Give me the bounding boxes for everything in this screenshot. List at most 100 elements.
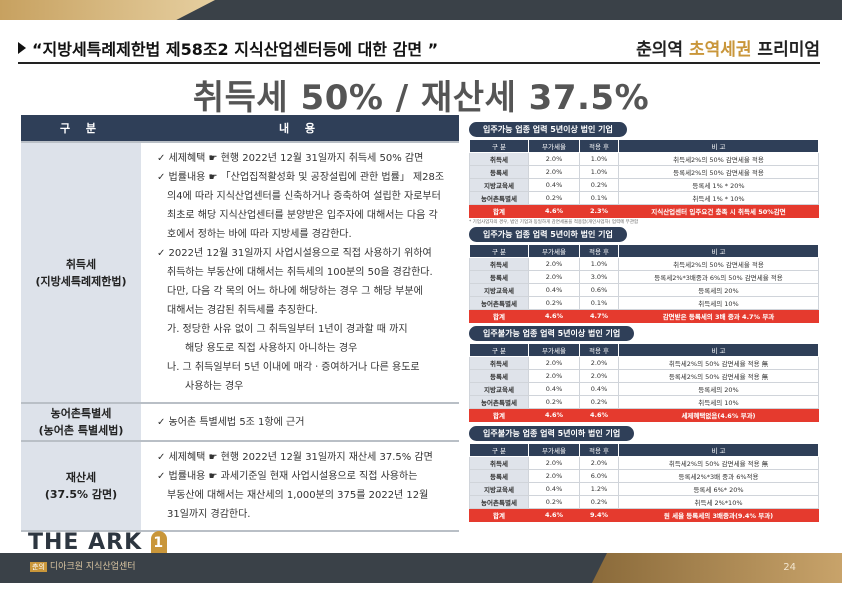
- top-bar-accent: [0, 0, 215, 20]
- content-line: ✓ 법률내용 ☛ 과세기준일 현재 사업시설용으로 직접 사용하는: [157, 471, 418, 482]
- cell: 1.2%: [579, 482, 619, 496]
- cell: 4.6%: [528, 508, 580, 522]
- cell: 취득세의 10%: [618, 395, 819, 409]
- page-title-text: “지방세특례제한법 제58조2 지식산업센터등에 대한 감면 ”: [32, 40, 439, 59]
- cell: 0.6%: [579, 283, 619, 297]
- cell: 취득세: [469, 356, 529, 370]
- cell: 2.0%: [579, 356, 619, 370]
- brand-highlight: 초역세권: [688, 40, 752, 60]
- cell: 등록세2%의 50% 감면세율 적용: [618, 165, 819, 179]
- cell: 0.4%: [528, 178, 580, 192]
- cell: 등록세: [469, 270, 529, 284]
- table-row: 취득세 (지방세특례제한법) ✓ 세제혜택 ☛ 현행 2022년 12월 31일까…: [21, 142, 459, 404]
- table-row: 재산세 (37.5% 감면) ✓ 세제혜택 ☛ 현행 2022년 12월 31일까…: [21, 441, 459, 532]
- col-header: 부가세율: [528, 443, 580, 457]
- cell: 지방교육세: [469, 382, 529, 396]
- row-content: ✓ 세제혜택 ☛ 현행 2022년 12월 31일까지 재산세 37.5% 감면…: [141, 441, 459, 532]
- cell: 0.1%: [579, 191, 619, 205]
- cell: 등록세: [469, 165, 529, 179]
- page-title: “지방세특례제한법 제58조2 지식산업센터등에 대한 감면 ”: [18, 36, 438, 60]
- bottom-bar: [0, 553, 842, 583]
- logo-text: THE ARK: [28, 530, 143, 555]
- col-header: 비 고: [618, 343, 819, 357]
- cell: 2.0%: [528, 165, 580, 179]
- cell: 취득세: [469, 456, 529, 470]
- cell: 등록세2%의 50% 감면세율 적용 無: [618, 369, 819, 383]
- cell: 1.0%: [579, 257, 619, 271]
- content-line: 해당 용도로 직접 사용하지 아니하는 경우: [185, 343, 358, 354]
- cell: 농어촌특별세: [469, 191, 529, 205]
- rate-table-title: 입주가능 업종 업력 5년이상 법인 기업: [469, 122, 627, 137]
- content-line: ✓ 2022년 12월 31일까지 사업시설용으로 직접 사용하기 위하여: [157, 248, 432, 259]
- cell: 합계: [469, 508, 529, 522]
- table-row: 농어촌특별세 0.2% 0.2% 취득세 2%*10%: [469, 495, 819, 509]
- content-line: 가. 정당한 사유 없이 그 취득일부터 1년이 경과할 때 까지: [167, 324, 408, 335]
- cell: 0.2%: [579, 495, 619, 509]
- ark-logo: THE ARK 1: [28, 530, 167, 555]
- rate-table-title: 입주불가능 업종 업력 5년이상 법인 기업: [469, 326, 635, 341]
- cell: 등록세의 20%: [618, 283, 819, 297]
- cell: 취득세2%의 50% 감면세율 적용: [618, 152, 819, 166]
- cell: 지식산업센터 입주요건 충족 시 취득세 50%감면: [618, 204, 819, 218]
- cell: 0.2%: [528, 191, 580, 205]
- content-line: 부동산에 대해서는 재산세의 1,000분의 375를 2022년 12월: [167, 490, 429, 501]
- cell: 취득세2%의 50% 감면세율 적용 無: [618, 356, 819, 370]
- content-line: 나. 그 취득일부터 5년 이내에 매각ㆍ증여하거나 다른 용도로: [167, 362, 420, 373]
- row-content: ✓ 농어촌 특별세법 5조 1항에 근거: [141, 403, 459, 442]
- table-row: 등록세 2.0% 2.0% 등록세2%의 50% 감면세율 적용 無: [469, 369, 819, 383]
- content-line: 사용하는 경우: [185, 381, 244, 392]
- title-divider: [18, 62, 820, 64]
- cell: 합계: [469, 204, 529, 218]
- cell: 0.4%: [579, 382, 619, 396]
- table-row: 농어촌특별세 0.2% 0.1% 취득세의 10%: [469, 296, 819, 310]
- cell: 9.4%: [579, 508, 619, 522]
- cell: 등록세: [469, 369, 529, 383]
- cell: 2.0%: [528, 270, 580, 284]
- table-row: 지방교육세 0.4% 1.2% 등록세 6%* 20%: [469, 482, 819, 496]
- table-row: 농어촌특별세 0.2% 0.1% 취득세 1% * 10%: [469, 191, 819, 205]
- cell: 2.0%: [579, 369, 619, 383]
- table-row: 취득세 2.0% 2.0% 취득세2%의 50% 감면세율 적용 無: [469, 356, 819, 370]
- cell: 농어촌특별세: [469, 296, 529, 310]
- col-header: 구 분: [469, 139, 529, 153]
- col-header: 구 분: [469, 244, 529, 258]
- cell: 지방교육세: [469, 283, 529, 297]
- cell: 등록세 1% * 20%: [618, 178, 819, 192]
- cell: 2.0%: [528, 456, 580, 470]
- tax-benefit-table: 구 분 내 용 취득세 (지방세특례제한법) ✓ 세제혜택 ☛ 현행 2022년 …: [21, 115, 459, 532]
- cell: 0.4%: [528, 283, 580, 297]
- cell: 취득세의 10%: [618, 296, 819, 310]
- header-content: 내 용: [141, 115, 459, 143]
- row-category: 취득세 (지방세특례제한법): [21, 142, 141, 404]
- header-category: 구 분: [21, 115, 141, 143]
- content-line: 대해서는 경감된 취득세를 추징한다.: [167, 305, 318, 316]
- col-header: 비 고: [618, 244, 819, 258]
- bottom-bar-accent: [592, 553, 842, 583]
- content-line: 호에서 정하는 바에 따라 지방세를 경감한다.: [167, 229, 352, 240]
- cell: 4.6%: [528, 204, 580, 218]
- content-line: 최초로 해당 지식산업센터를 분양받은 입주자에 대해서는 다음 각: [167, 210, 438, 221]
- cell: 등록세의 20%: [618, 382, 819, 396]
- cell: 1.0%: [579, 152, 619, 166]
- col-header: 비 고: [618, 443, 819, 457]
- logo-mark: 1: [150, 531, 167, 553]
- cell: 등록세2%*3배 중과 6%적용: [618, 469, 819, 483]
- table-row: 등록세 2.0% 6.0% 등록세2%*3배 중과 6%적용: [469, 469, 819, 483]
- cell: 지방교육세: [469, 178, 529, 192]
- cell: 2.0%: [579, 456, 619, 470]
- col-header: 적용 후: [579, 443, 619, 457]
- cell: 농어촌특별세: [469, 495, 529, 509]
- cell: 2.0%: [528, 152, 580, 166]
- cell: 합계: [469, 408, 529, 422]
- total-row: 합계 4.6% 4.7% 감면받은 등록세의 3배 중과 4.7% 부과: [469, 309, 819, 323]
- headline: 취득세 50% / 재산세 37.5%: [192, 78, 650, 118]
- table-row: 농어촌특별세 0.2% 0.2% 취득세의 10%: [469, 395, 819, 409]
- col-header: 적용 후: [579, 139, 619, 153]
- content-line: 취득하는 부동산에 대해서는 취득세의 100분의 50을 경감한다.: [167, 267, 433, 278]
- cell: 등록세 6%* 20%: [618, 482, 819, 496]
- chevron-right-icon: [18, 42, 26, 54]
- cell: 1.0%: [579, 165, 619, 179]
- content-line: 31일까지 경감한다.: [167, 509, 251, 520]
